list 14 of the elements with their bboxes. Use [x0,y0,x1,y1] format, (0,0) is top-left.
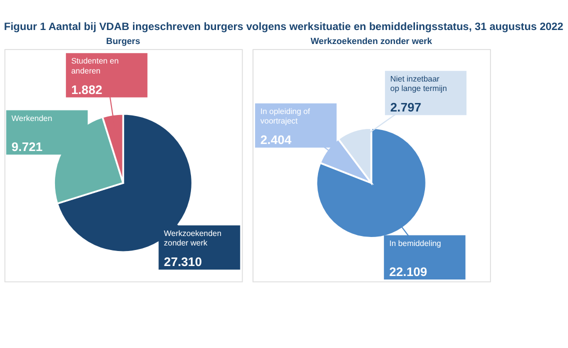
data-label: 2.404 [260,133,292,148]
slice-label: Werkzoekenden zonder werk [164,229,222,248]
slice-label: In opleiding of voortraject [260,107,311,126]
data-label: 27.310 [164,255,202,270]
data-label: 9.721 [12,140,43,154]
data-label: 2.797 [390,100,422,115]
chart-title: Werkzoekenden zonder werk [310,36,432,46]
chart-title: Burgers [106,36,140,46]
slice-label: Werkenden [12,114,52,123]
slice-label: Studenten en anderen [71,56,119,76]
slice-label: Niet inzetbaar op lange termijn [390,74,447,94]
data-label: 22.109 [389,265,428,279]
data-label: 1.882 [71,82,102,97]
text: Figuur 1 Aantal bij VDAB ingeschreven burgers volgens werksituatie en bemiddelingsstatus, 31 augustus 2022 [4,21,564,34]
